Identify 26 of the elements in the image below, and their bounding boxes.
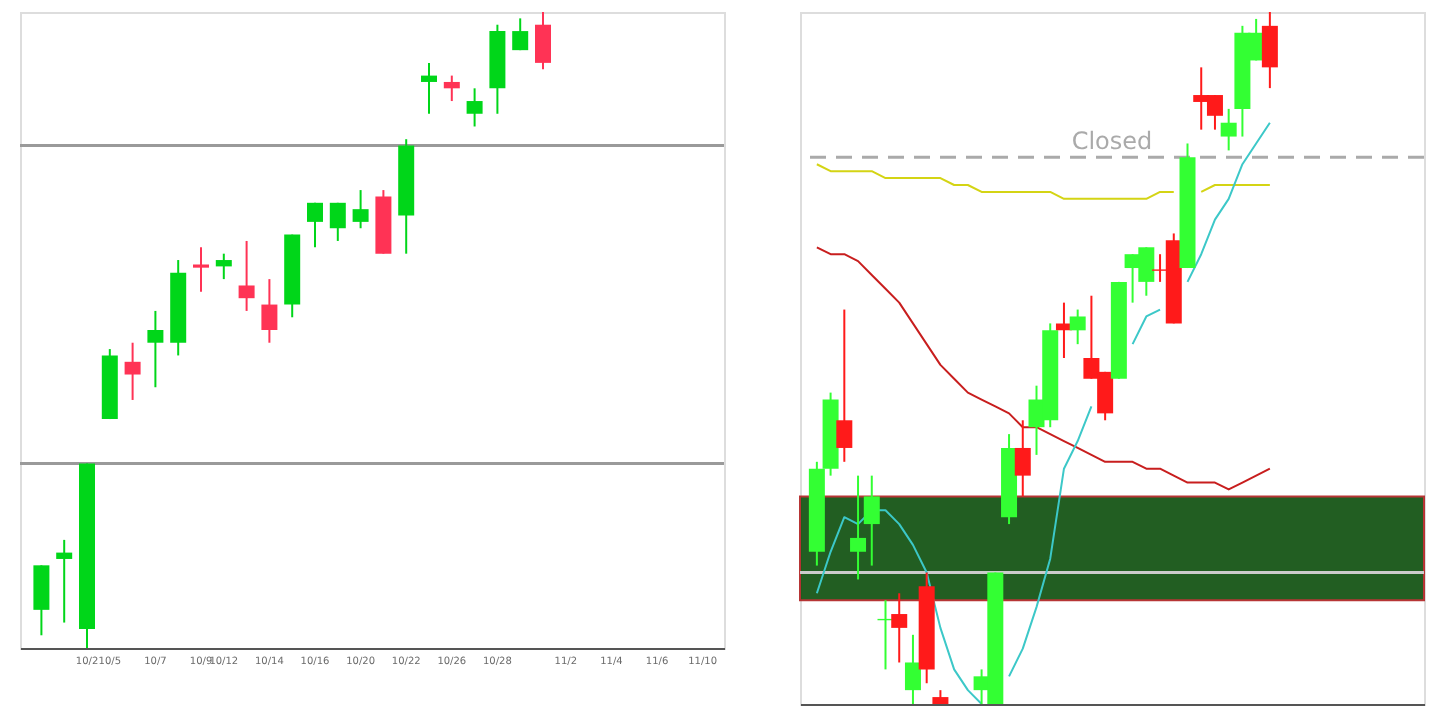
candlestick: [193, 246, 209, 293]
candlestick: [1220, 107, 1237, 152]
candlestick: [56, 538, 73, 624]
candlestick: [1014, 419, 1031, 498]
candlestick: [891, 592, 908, 664]
candlestick: [33, 564, 50, 637]
candlestick: [443, 74, 460, 103]
candlestick: [307, 201, 323, 249]
candlestick: [352, 189, 369, 230]
candlestick: [421, 61, 437, 115]
candlestick: [261, 278, 278, 344]
candlestick: [1069, 308, 1086, 346]
candlestick: [238, 239, 255, 312]
candlestick: [124, 341, 141, 401]
candlestick: [329, 201, 346, 242]
candlestick: [1261, 11, 1278, 90]
candlestick: [512, 17, 529, 52]
candlestick: [535, 11, 551, 71]
candlestick: [466, 87, 483, 128]
candlestick: [147, 309, 164, 389]
candlestick: [836, 308, 853, 463]
ref-line-label: Closed: [1071, 127, 1153, 156]
candlestick: [904, 633, 921, 705]
candlestick: [850, 474, 867, 581]
candlestick: [215, 252, 232, 281]
candlestick: [863, 474, 880, 567]
